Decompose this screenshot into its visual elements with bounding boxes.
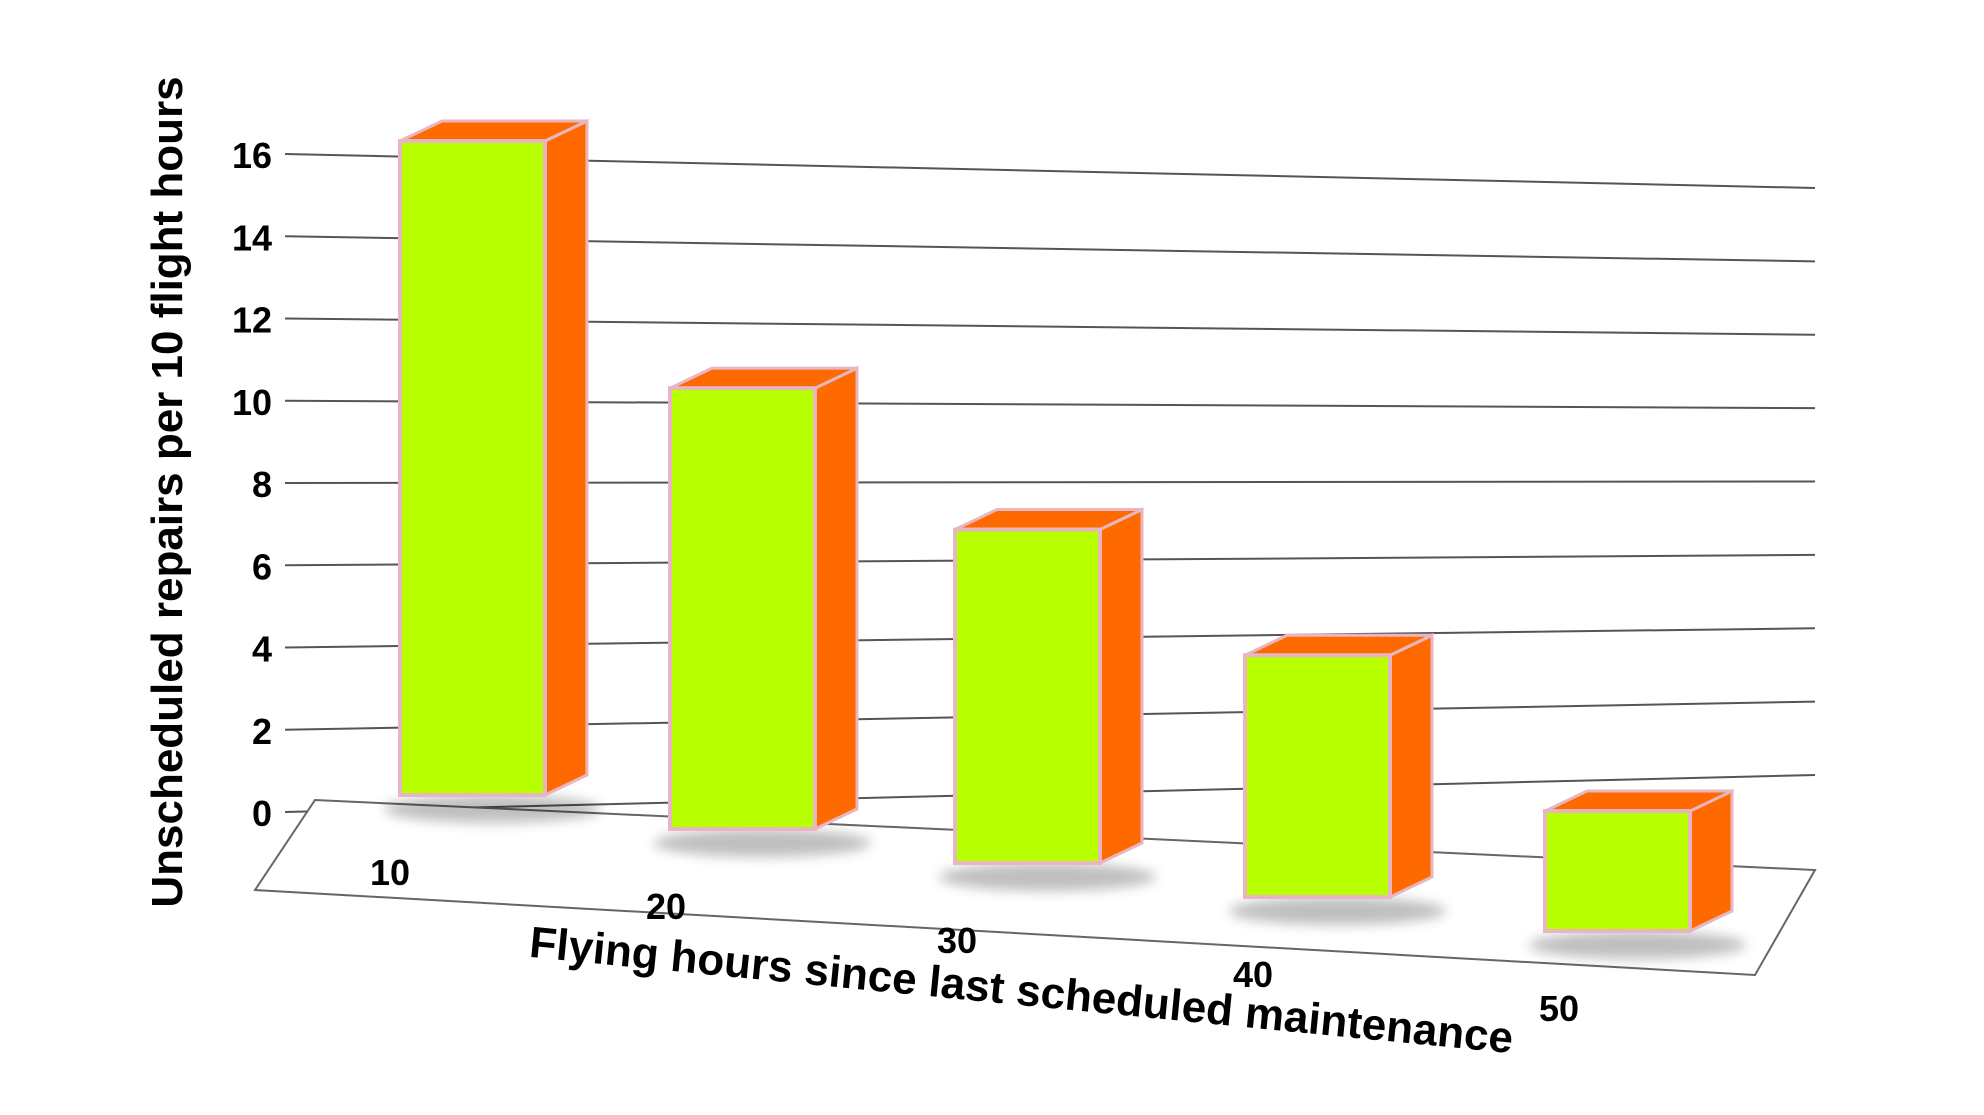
bar: [1543, 788, 1734, 934]
bar-front-face: [953, 527, 1102, 865]
bar-shadow: [1228, 897, 1447, 925]
bar-side-face: [1388, 632, 1434, 900]
bar-shadow: [938, 863, 1157, 891]
y-axis-label: Unscheduled repairs per 10 flight hours: [143, 76, 192, 907]
x-category-labels: 10 20 30 40 50: [370, 852, 1579, 1029]
bar-front-face: [1243, 653, 1392, 899]
bar-shadow: [383, 795, 602, 823]
y-tick-labels: 0 2 4 6 8 10 12 14 16: [232, 135, 272, 834]
y-tick-label: 0: [252, 793, 272, 834]
bar-front-face: [668, 386, 817, 831]
bar: [953, 507, 1144, 866]
bar-shadow: [653, 829, 872, 857]
y-tick-label: 16: [232, 135, 272, 176]
bar-front-face: [398, 139, 547, 798]
y-tick-label: 14: [232, 217, 272, 258]
y-tick-label: 4: [252, 629, 272, 670]
bar-side-face: [543, 118, 589, 798]
bar-side-face: [1688, 788, 1734, 934]
bar: [668, 365, 859, 832]
bar-side-face: [1098, 507, 1144, 866]
x-tick-label: 30: [937, 920, 977, 961]
x-tick-label: 40: [1233, 954, 1273, 995]
bar-shadows: [383, 795, 1747, 959]
bar-side-face: [813, 365, 859, 832]
bars: [398, 118, 1734, 934]
y-tick-label: 8: [252, 464, 272, 505]
bar-front-face: [1543, 809, 1692, 934]
y-tick-label: 10: [232, 382, 272, 423]
x-tick-label: 50: [1539, 988, 1579, 1029]
y-tick-label: 2: [252, 711, 272, 752]
bar-shadow: [1528, 931, 1747, 959]
y-tick-label: 12: [232, 300, 272, 341]
bar: [1243, 632, 1434, 900]
y-tick-label: 6: [252, 546, 272, 587]
x-tick-label: 10: [370, 852, 410, 893]
bar: [398, 118, 589, 798]
x-tick-label: 20: [646, 886, 686, 927]
